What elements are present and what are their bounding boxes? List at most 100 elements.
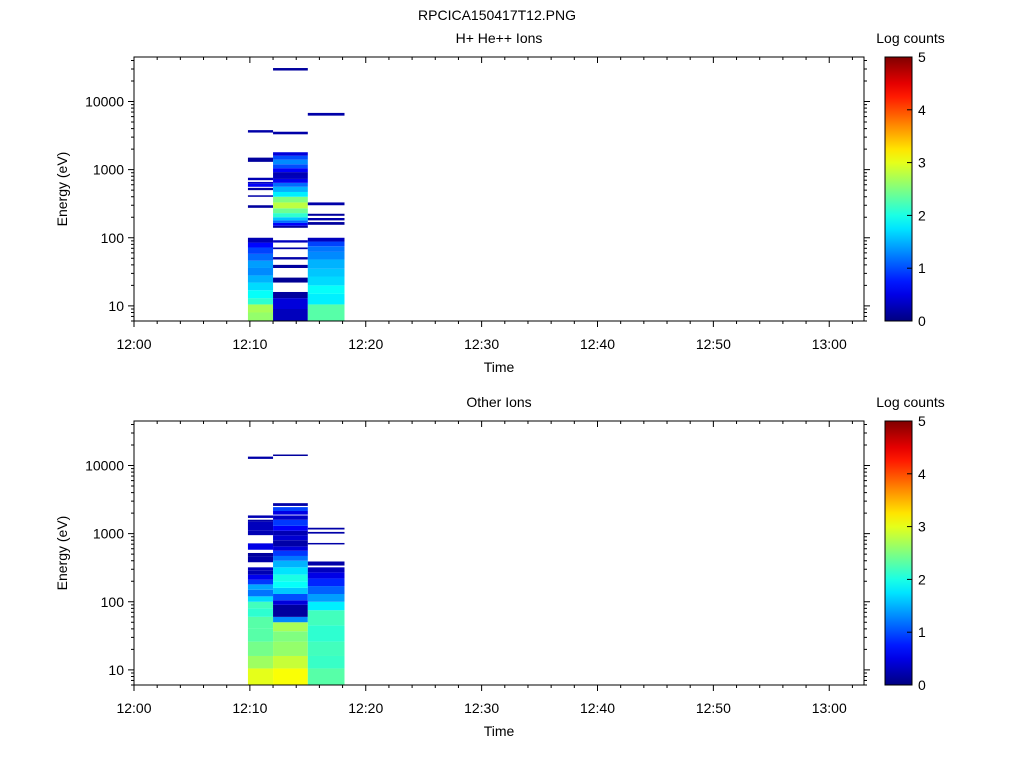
spectrogram-cell (307, 567, 345, 573)
x-tick-label: 12:40 (580, 336, 615, 352)
spectrogram-cell (273, 555, 308, 561)
spectrogram-cell (273, 525, 308, 531)
spectrogram-cell (247, 515, 274, 518)
y-tick-label: 100 (101, 230, 125, 246)
spectrogram-cell (273, 535, 308, 541)
spectrogram-cell (307, 259, 345, 269)
spectrogram-cell (273, 604, 308, 617)
spectrogram-cell (273, 546, 308, 551)
spectrogram-cell (273, 220, 308, 223)
spectrogram-cell (247, 628, 274, 642)
spectrogram-cell (273, 574, 308, 582)
spectrogram-cell (247, 267, 274, 276)
spectrogram-cell (307, 213, 345, 216)
spectrogram-cell (247, 290, 274, 299)
spectrogram-cell (273, 155, 308, 160)
spectrogram-cell (273, 202, 308, 209)
spectrogram-cell (307, 594, 345, 602)
spectrogram-cell (307, 112, 345, 116)
figure-title: RPCICA150417T12.PNG (418, 7, 576, 23)
x-tick-label: 12:30 (464, 336, 499, 352)
spectrogram-cell (307, 641, 345, 656)
spectrogram-cell (247, 570, 274, 575)
spectrogram-cell (273, 655, 308, 669)
spectrogram-cell (273, 600, 308, 605)
y-tick-label: 1000 (93, 162, 124, 178)
spectrogram-cell (307, 601, 345, 611)
spectrogram-cell (273, 182, 308, 187)
spectrogram-cell (307, 251, 345, 260)
x-tick-label: 13:00 (812, 336, 847, 352)
spectrogram-cell (273, 560, 308, 568)
colorbar (884, 420, 913, 686)
spectrogram-cell (273, 164, 308, 169)
spectrogram-cell (247, 282, 274, 291)
spectrogram-cell (273, 172, 308, 176)
x-tick-label: 12:00 (116, 700, 151, 716)
spectrogram-cell (307, 610, 345, 626)
spectrogram-cell (307, 527, 345, 530)
spectrogram-cell (307, 572, 345, 579)
spectrogram-cell (247, 242, 274, 248)
spectrogram-cell (247, 237, 274, 243)
spectrogram-cell (247, 260, 274, 268)
spectrogram-cells (247, 454, 345, 685)
x-tick-label: 12:40 (580, 700, 615, 716)
spectrogram-cell (273, 298, 308, 309)
spectrogram-cell (247, 519, 274, 522)
spectrogram-cell (273, 208, 308, 214)
x-tick-label: 12:20 (348, 336, 383, 352)
colorbar (884, 56, 913, 322)
spectrogram-cell (247, 655, 274, 669)
y-tick-label: 10 (108, 662, 124, 678)
spectrogram-cell (247, 668, 274, 685)
panel-title: H+ He++ Ions (456, 30, 543, 46)
colorbar-tick-label: 0 (918, 677, 926, 693)
x-axis-label: Time (484, 723, 515, 739)
panel-1: 12:00 12:10 12:20 12:30 12:40 12:50 13:0010100… (54, 30, 945, 375)
spectrogram-cell (247, 521, 274, 531)
y-tick-label: 10 (108, 298, 124, 314)
colorbar-tick-label: 1 (918, 260, 926, 276)
x-tick-label: 12:50 (696, 700, 731, 716)
colorbar-tick-label: 3 (918, 155, 926, 171)
colorbar-label: Log counts (876, 394, 945, 410)
spectrogram-cell (273, 217, 308, 221)
spectrogram-cell (307, 655, 345, 669)
spectrogram-cell (247, 157, 274, 162)
spectrogram-cell (273, 622, 308, 632)
x-tick-label: 12:20 (348, 700, 383, 716)
spectrogram-cell (273, 175, 308, 179)
spectrogram-cell (307, 222, 345, 225)
spectrogram-cell (273, 247, 308, 250)
colorbar-tick-label: 2 (918, 207, 926, 223)
spectrogram-cell (307, 293, 345, 305)
spectrogram-cell (307, 276, 345, 286)
spectrogram-cell (273, 213, 308, 218)
colorbar-label: Log counts (876, 30, 945, 46)
spectrogram-cell (247, 596, 274, 602)
spectrogram-cell (273, 641, 308, 656)
spectrogram-cell (247, 589, 274, 597)
spectrogram-cell (273, 152, 308, 156)
colorbar-tick-label: 1 (918, 624, 926, 640)
x-tick-label: 12:50 (696, 336, 731, 352)
spectrogram-cell (273, 454, 308, 457)
spectrogram-cell (273, 131, 308, 135)
spectrogram-cell (247, 641, 274, 656)
colorbar-tick-label: 2 (918, 571, 926, 587)
spectrogram-cell (247, 183, 274, 187)
spectrogram-cell (247, 601, 274, 609)
spectrogram-cell (307, 218, 345, 221)
spectrogram-cell (273, 277, 308, 283)
spectrogram-cell (247, 616, 274, 629)
spectrogram-cell (273, 519, 308, 526)
spectrogram-cell (273, 503, 308, 506)
spectrogram-cell (273, 631, 308, 642)
spectrogram-cell (273, 507, 308, 511)
spectrogram-cell (273, 510, 308, 515)
spectrogram-cell (273, 159, 308, 165)
spectrogram-cell (273, 168, 308, 173)
spectrogram-cell (247, 579, 274, 585)
